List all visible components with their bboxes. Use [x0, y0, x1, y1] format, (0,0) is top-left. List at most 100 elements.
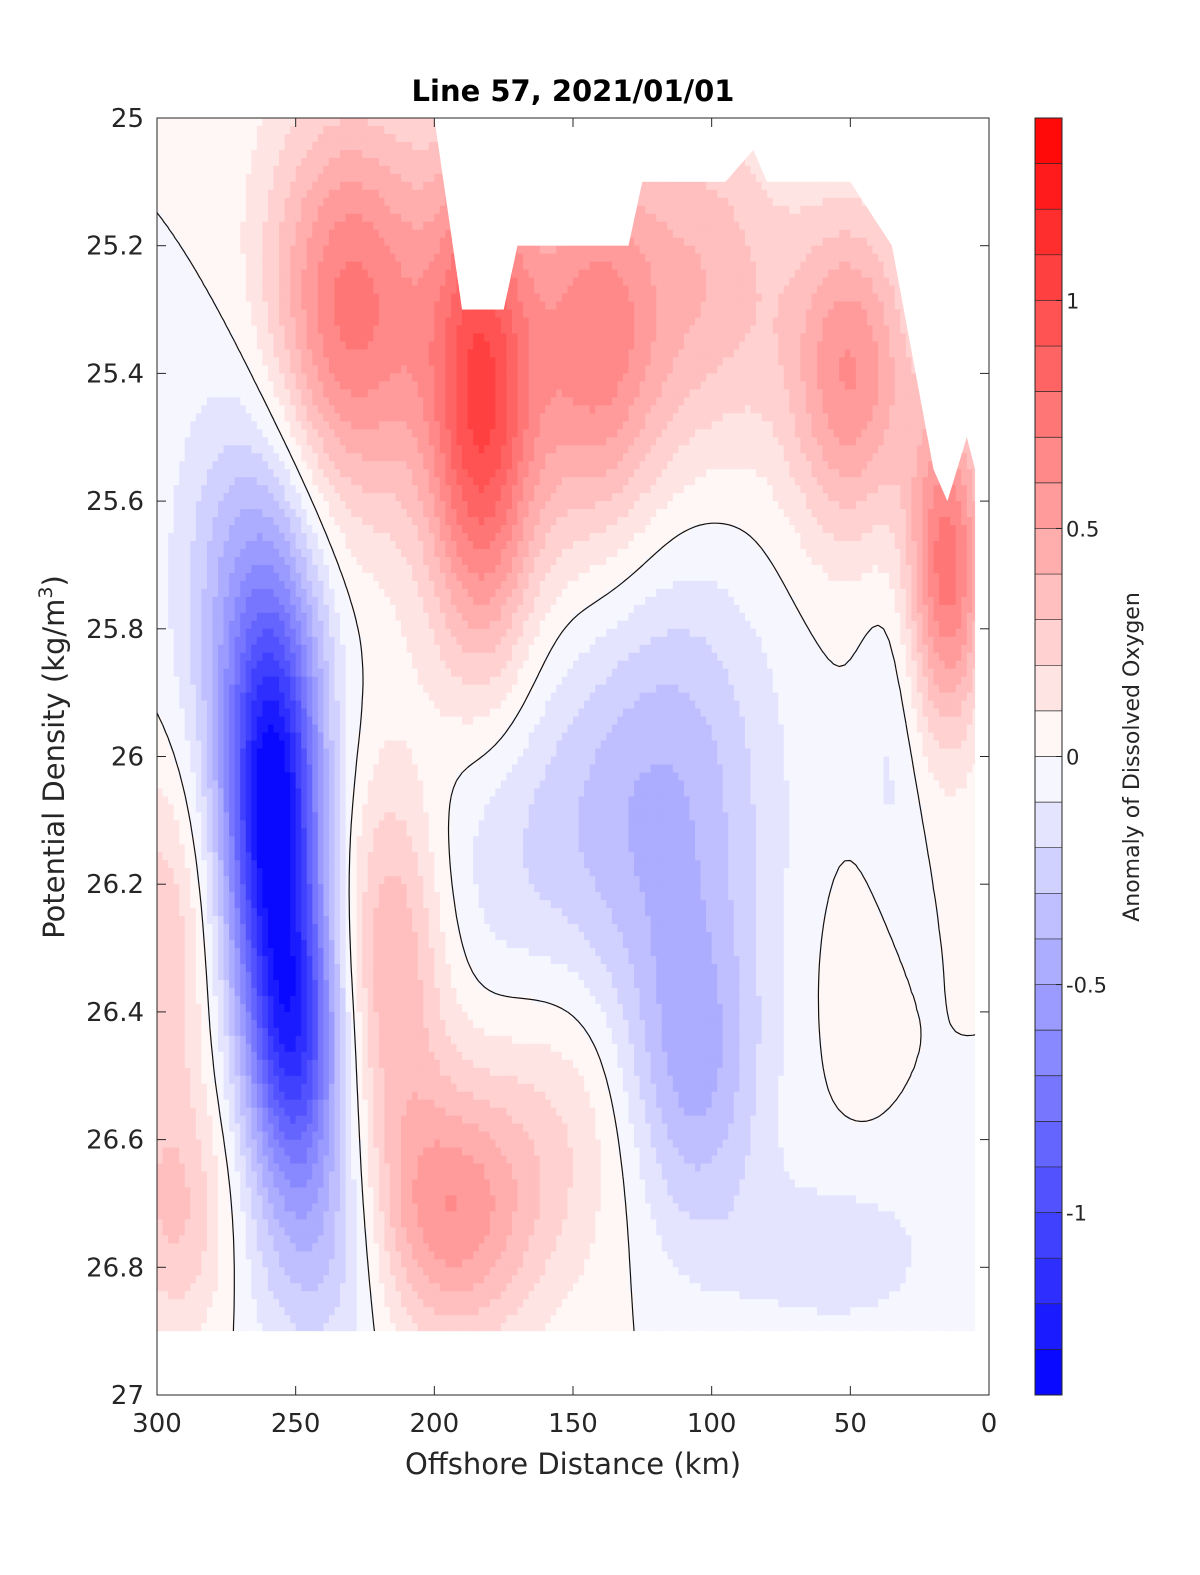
field-cell [218, 326, 224, 335]
field-cell [334, 222, 340, 231]
field-cell [856, 246, 862, 255]
field-cell [174, 158, 180, 167]
field-cell [163, 333, 169, 342]
field-cell [251, 278, 257, 287]
field-cell [634, 365, 640, 374]
field-cell [157, 381, 163, 390]
field-cell [506, 326, 512, 335]
field-cell [623, 373, 629, 382]
field-cell [373, 302, 379, 311]
field-cell [440, 238, 446, 247]
field-cell [784, 206, 790, 215]
field-cell [750, 246, 756, 255]
field-cell [828, 326, 834, 335]
field-cell [196, 246, 202, 255]
field-cell [229, 166, 235, 175]
field-cell [506, 341, 512, 350]
field-cell [817, 190, 823, 199]
field-cell [290, 349, 296, 358]
field-cell [224, 302, 230, 311]
field-cell [817, 333, 823, 342]
field-cell [723, 206, 729, 215]
field-cell [567, 302, 573, 311]
field-cell [529, 365, 535, 374]
field-cell [384, 341, 390, 350]
field-cell [401, 333, 407, 342]
field-cell [440, 230, 446, 239]
field-cell [334, 182, 340, 191]
field-cell [296, 206, 302, 215]
field-cell [789, 198, 795, 207]
field-cell [273, 302, 279, 311]
field-cell [179, 373, 185, 382]
field-cell [579, 262, 585, 271]
field-cell [850, 222, 856, 231]
field-cell [534, 365, 540, 374]
field-cell [379, 246, 385, 255]
field-cell [706, 318, 712, 327]
field-cell [262, 198, 268, 207]
field-cell [556, 365, 562, 374]
field-cell [728, 230, 734, 239]
field-cell [390, 222, 396, 231]
field-cell [357, 270, 363, 279]
field-cell [218, 222, 224, 231]
field-cell [706, 286, 712, 295]
field-cell [157, 262, 163, 271]
field-cell [357, 365, 363, 374]
field-cell [823, 373, 829, 382]
field-cell [396, 158, 402, 167]
field-cell [357, 341, 363, 350]
field-cell [207, 198, 213, 207]
field-cell [285, 142, 291, 151]
field-cell [523, 246, 529, 255]
field-cell [662, 349, 668, 358]
field-cell [301, 206, 307, 215]
field-cell [518, 318, 524, 327]
field-cell [273, 206, 279, 215]
field-cell [529, 318, 535, 327]
field-cell [229, 278, 235, 287]
field-cell [717, 214, 723, 223]
field-cell [418, 134, 424, 143]
field-cell [190, 294, 196, 303]
field-cell [190, 142, 196, 151]
field-cell [617, 270, 623, 279]
field-cell [368, 294, 374, 303]
field-cell [301, 150, 307, 159]
field-cell [640, 365, 646, 374]
field-cell [662, 373, 668, 382]
field-cell [423, 198, 429, 207]
field-cell [773, 333, 779, 342]
field-cell [678, 373, 684, 382]
field-cell [873, 246, 879, 255]
field-cell [201, 238, 207, 247]
field-cell [229, 214, 235, 223]
field-cell [684, 333, 690, 342]
field-cell [584, 349, 590, 358]
field-cell [856, 230, 862, 239]
field-cell [290, 262, 296, 271]
field-cell [750, 206, 756, 215]
field-cell [384, 158, 390, 167]
field-cell [179, 357, 185, 366]
field-cell [440, 302, 446, 311]
field-cell [573, 310, 579, 319]
field-cell [329, 365, 335, 374]
field-cell [273, 174, 279, 183]
field-cell [163, 190, 169, 199]
field-cell [384, 198, 390, 207]
field-cell [534, 318, 540, 327]
field-cell [684, 318, 690, 327]
field-cell [651, 198, 657, 207]
field-cell [429, 230, 435, 239]
field-cell [273, 246, 279, 255]
field-cell [329, 302, 335, 311]
field-cell [490, 310, 496, 319]
field-cell [518, 254, 524, 263]
field-cell [767, 262, 773, 271]
field-cell [346, 246, 352, 255]
field-cell [157, 278, 163, 287]
field-cell [867, 373, 873, 382]
field-cell [218, 142, 224, 151]
